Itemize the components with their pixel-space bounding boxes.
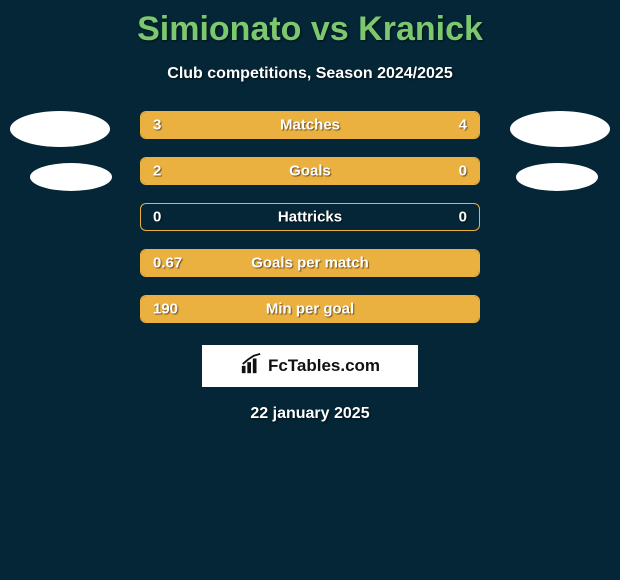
bar-value-left: 0.67 [153,255,182,272]
bar-matches: 3 Matches 4 [140,111,480,139]
bar-value-right: 0 [459,209,467,226]
bar-value-right: 4 [459,117,467,134]
bar-label: Min per goal [266,301,354,318]
avatar-right-2 [516,163,598,191]
bar-value-right: 0 [459,163,467,180]
avatar-left-2 [30,163,112,191]
chart-icon [240,353,262,380]
bar-value-left: 2 [153,163,161,180]
comparison-area: 3 Matches 4 2 Goals 0 0 Hattricks 0 0.67… [0,111,620,423]
bar-min-per-goal: 190 Min per goal [140,295,480,323]
bar-value-left: 190 [153,301,178,318]
page-title: Simionato vs Kranick [0,0,620,49]
bar-goals-per-match: 0.67 Goals per match [140,249,480,277]
bar-label: Hattricks [278,209,342,226]
bar-hattricks: 0 Hattricks 0 [140,203,480,231]
brand-text: FcTables.com [268,356,380,376]
subtitle: Club competitions, Season 2024/2025 [0,65,620,83]
bars-container: 3 Matches 4 2 Goals 0 0 Hattricks 0 0.67… [140,111,480,323]
date-text: 22 january 2025 [0,405,620,423]
bar-fill-left [141,158,401,184]
brand-box: FcTables.com [202,345,418,387]
bar-fill-right [401,158,479,184]
bar-goals: 2 Goals 0 [140,157,480,185]
avatar-right-1 [510,111,610,147]
avatar-left-1 [10,111,110,147]
bar-label: Matches [280,117,340,134]
bar-value-left: 0 [153,209,161,226]
bar-value-left: 3 [153,117,161,134]
bar-label: Goals [289,163,331,180]
bar-label: Goals per match [251,255,369,272]
